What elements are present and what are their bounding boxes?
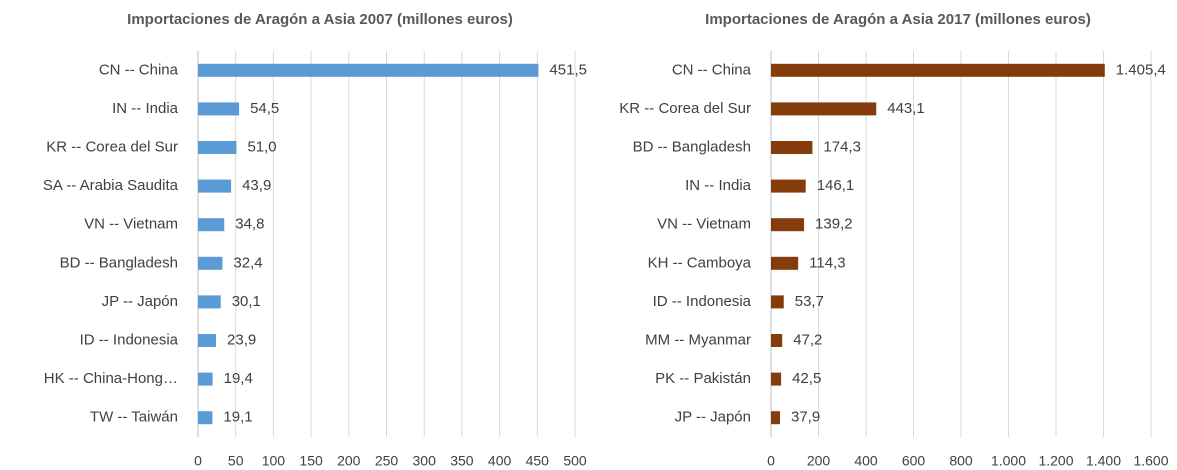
x-tick-label: 250 xyxy=(375,453,399,469)
category-label: IN -- India xyxy=(685,177,752,194)
value-label: 54,5 xyxy=(250,100,279,117)
bar xyxy=(198,102,240,116)
value-label: 19,1 xyxy=(223,409,252,426)
value-label: 1.405,4 xyxy=(1116,61,1166,78)
bar xyxy=(198,63,539,77)
x-tick-label: 500 xyxy=(563,453,587,469)
value-label: 114,3 xyxy=(809,254,845,271)
bar xyxy=(771,372,782,386)
bar xyxy=(771,141,813,154)
value-label: 146,1 xyxy=(817,177,855,194)
value-label: 37,9 xyxy=(791,409,820,426)
category-label: VN -- Vietnam xyxy=(84,216,178,233)
x-tick-label: 0 xyxy=(767,453,775,469)
category-label: PK -- Pakistán xyxy=(655,370,751,387)
value-label: 34,8 xyxy=(235,216,264,233)
x-tick-label: 800 xyxy=(949,453,973,469)
bar xyxy=(771,102,877,116)
x-tick-label: 400 xyxy=(488,453,512,469)
value-label: 23,9 xyxy=(227,331,256,348)
x-tick-label: 1.000 xyxy=(991,453,1026,469)
chart-title: Importaciones de Aragón a Asia 2017 (mil… xyxy=(705,11,1091,28)
x-tick-label: 100 xyxy=(262,453,286,469)
category-label: TW -- Taiwán xyxy=(90,409,178,426)
x-tick-label: 200 xyxy=(807,453,831,469)
x-tick-label: 600 xyxy=(902,453,926,469)
bar xyxy=(771,179,806,193)
value-label: 53,7 xyxy=(795,293,824,310)
x-tick-label: 450 xyxy=(526,453,550,469)
bar xyxy=(198,334,217,347)
x-tick-label: 1.400 xyxy=(1086,453,1121,469)
bar xyxy=(771,63,1105,77)
value-label: 43,9 xyxy=(242,177,271,194)
category-label: KR -- Corea del Sur xyxy=(46,138,178,155)
bar xyxy=(198,295,221,309)
x-tick-label: 0 xyxy=(194,453,202,469)
category-label: ID -- Indonesia xyxy=(653,293,752,310)
category-label: ID -- Indonesia xyxy=(80,331,179,348)
bar xyxy=(198,179,232,193)
bar xyxy=(771,411,781,425)
value-label: 51,0 xyxy=(247,138,276,155)
value-label: 451,5 xyxy=(549,61,587,78)
value-label: 42,5 xyxy=(792,370,821,387)
category-label: VN -- Vietnam xyxy=(657,216,751,233)
bar xyxy=(198,411,213,425)
category-label: KH -- Camboya xyxy=(648,254,752,271)
bar xyxy=(771,256,799,270)
chart-title: Importaciones de Aragón a Asia 2007 (mil… xyxy=(127,11,513,28)
category-label: JP -- Japón xyxy=(102,293,178,310)
category-label: SA -- Arabia Saudita xyxy=(43,177,179,194)
category-label: CN -- China xyxy=(99,61,179,78)
bar xyxy=(198,256,223,270)
value-label: 174,3 xyxy=(823,138,861,155)
value-label: 30,1 xyxy=(232,293,261,310)
value-label: 19,4 xyxy=(224,370,253,387)
category-label: CN -- China xyxy=(672,61,752,78)
x-tick-label: 150 xyxy=(299,453,323,469)
category-label: KR -- Corea del Sur xyxy=(619,100,751,117)
category-label: MM -- Myanmar xyxy=(645,331,751,348)
category-label: BD -- Bangladesh xyxy=(60,254,178,271)
category-label: IN -- India xyxy=(112,100,179,117)
bar xyxy=(771,334,783,347)
x-tick-label: 50 xyxy=(228,453,244,469)
x-tick-label: 200 xyxy=(337,453,361,469)
x-tick-label: 300 xyxy=(413,453,437,469)
value-label: 47,2 xyxy=(793,331,822,348)
x-tick-label: 350 xyxy=(450,453,474,469)
bar xyxy=(198,218,225,232)
category-label: HK -- China-Hong… xyxy=(44,370,178,387)
bar xyxy=(198,372,213,386)
category-label: JP -- Japón xyxy=(675,409,751,426)
x-tick-label: 400 xyxy=(854,453,878,469)
category-label: BD -- Bangladesh xyxy=(633,138,751,155)
bar xyxy=(771,295,784,309)
bar xyxy=(198,141,237,154)
x-tick-label: 1.200 xyxy=(1038,453,1073,469)
value-label: 32,4 xyxy=(233,254,262,271)
value-label: 139,2 xyxy=(815,216,853,233)
bar xyxy=(771,218,805,232)
x-tick-label: 1.600 xyxy=(1133,453,1168,469)
value-label: 443,1 xyxy=(887,100,925,117)
